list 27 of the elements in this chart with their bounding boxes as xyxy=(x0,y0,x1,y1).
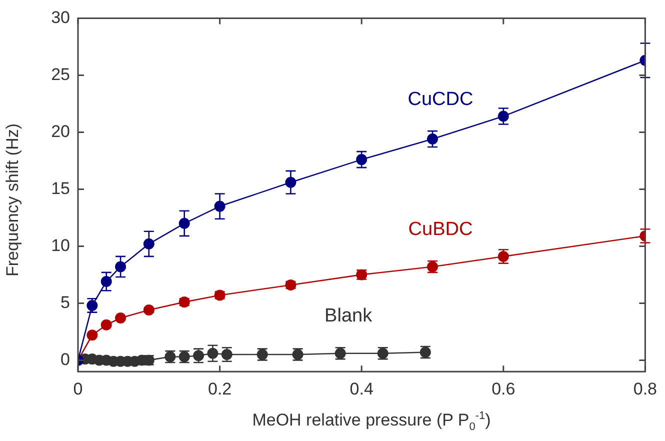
point xyxy=(86,330,98,341)
x-tick-label: 0.4 xyxy=(350,379,374,398)
x-tick-label: 0.8 xyxy=(633,379,658,398)
x-tick-label: 0 xyxy=(73,379,83,398)
point xyxy=(143,238,154,250)
y-tick-label: 20 xyxy=(51,122,70,141)
y-tick-label: 25 xyxy=(51,64,70,84)
point xyxy=(214,200,226,212)
point xyxy=(285,176,296,188)
point xyxy=(100,276,112,288)
series-label: CuBDC xyxy=(408,218,473,240)
y-tick-label: 30 xyxy=(51,8,70,27)
x-axis-title: MeOH relative pressure (P P$_{0}$$^{-1}$) xyxy=(251,410,492,434)
y-tick-label: 15 xyxy=(51,178,70,198)
series-label: Blank xyxy=(324,305,373,326)
x-tick-label: 0.2 xyxy=(208,379,232,398)
point xyxy=(178,218,190,229)
point xyxy=(115,312,126,324)
y-tick-label: 10 xyxy=(51,236,70,255)
y-tick-label: 5 xyxy=(60,292,70,312)
point xyxy=(143,304,154,316)
y-axis-title: Frequency shift (Hz) xyxy=(3,122,23,279)
x-tick-label: 0.6 xyxy=(492,379,516,398)
y-tick-label: 0 xyxy=(60,350,70,369)
point xyxy=(100,319,112,330)
point xyxy=(115,261,126,272)
series-label: CuCDC xyxy=(408,88,474,110)
